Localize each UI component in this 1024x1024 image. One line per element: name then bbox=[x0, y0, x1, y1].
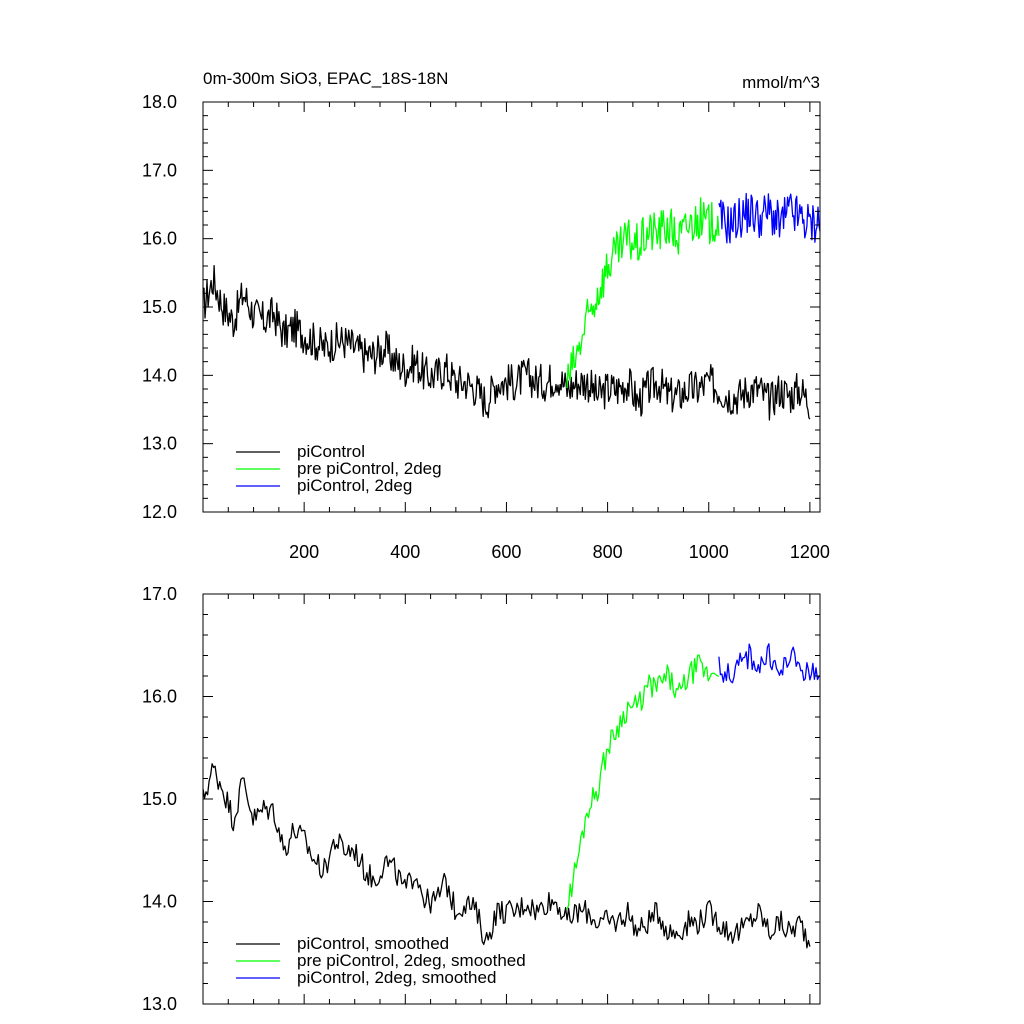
series-line-picontrol-2deg-smoothed bbox=[718, 643, 820, 684]
legend-label: pre piControl, 2deg bbox=[297, 459, 442, 478]
y-tick-label: 17.0 bbox=[142, 584, 177, 604]
y-tick-label: 14.0 bbox=[142, 365, 177, 385]
axes-group: 13.0 14.0 15.0 16.0 17.0 bbox=[142, 584, 820, 1014]
x-tick-label: 400 bbox=[390, 542, 420, 562]
series-line-picontrol bbox=[202, 265, 811, 421]
axes-group: 12.0 13.0 14.0 15.0 16.0 17.0 18.0 200 400 600 800… bbox=[142, 92, 830, 562]
y-tick-label: 16.0 bbox=[142, 687, 177, 707]
legend-label: piControl, smoothed bbox=[297, 934, 449, 953]
series-line-pre-picontrol-2deg bbox=[566, 197, 720, 389]
bottom-panel: 13.0 14.0 15.0 16.0 17.0 piControl, smoothed… bbox=[142, 584, 821, 1014]
y-tick-label: 16.0 bbox=[142, 229, 177, 249]
units-label: mmol/m^3 bbox=[742, 73, 820, 92]
plot-frame bbox=[202, 101, 821, 513]
top-panel: 0m-300m SiO3, EPAC_18S-18N mmol/m^3 12.0… bbox=[142, 69, 830, 562]
series-group bbox=[202, 192, 821, 421]
y-tick-label: 18.0 bbox=[142, 92, 177, 112]
plot-frame bbox=[202, 593, 821, 1005]
legend-label: piControl, 2deg, smoothed bbox=[297, 968, 496, 987]
y-tick-label: 12.0 bbox=[142, 502, 177, 522]
x-tick-label: 1200 bbox=[790, 542, 830, 562]
x-tick-label: 1000 bbox=[689, 542, 729, 562]
legend-label: piControl, 2deg bbox=[297, 476, 412, 495]
series-line-pre-picontrol-2deg-smoothed bbox=[566, 654, 720, 910]
legend-label: pre piControl, 2deg, smoothed bbox=[297, 951, 526, 970]
y-tick-label: 14.0 bbox=[142, 892, 177, 912]
y-tick-label: 13.0 bbox=[142, 434, 177, 454]
y-tick-label: 13.0 bbox=[142, 994, 177, 1014]
x-tick-label: 800 bbox=[593, 542, 623, 562]
series-line-picontrol-2deg bbox=[718, 192, 821, 244]
y-tick-label: 15.0 bbox=[142, 297, 177, 317]
chart-title: 0m-300m SiO3, EPAC_18S-18N bbox=[203, 69, 448, 88]
x-tick-label: 200 bbox=[289, 542, 319, 562]
series-group bbox=[202, 643, 820, 949]
y-tick-label: 15.0 bbox=[142, 789, 177, 809]
y-tick-label: 17.0 bbox=[142, 160, 177, 180]
x-tick-label: 600 bbox=[491, 542, 521, 562]
legend-label: piControl bbox=[297, 442, 365, 461]
series-line-picontrol-smoothed bbox=[202, 763, 811, 949]
